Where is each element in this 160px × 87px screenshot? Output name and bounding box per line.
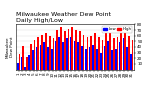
Bar <box>75 30 77 70</box>
Bar <box>105 33 107 70</box>
Bar <box>79 31 81 70</box>
Bar <box>123 38 124 70</box>
Y-axis label: Milwaukee
Dew Point: Milwaukee Dew Point <box>5 36 14 58</box>
Bar <box>87 37 88 70</box>
Bar <box>49 36 51 70</box>
Bar <box>51 49 53 70</box>
Bar <box>37 37 39 70</box>
Bar <box>109 30 111 70</box>
Legend: Low, High: Low, High <box>102 26 132 33</box>
Bar <box>53 38 54 70</box>
Bar <box>89 47 90 70</box>
Bar <box>58 37 60 70</box>
Bar <box>71 27 73 70</box>
Bar <box>43 42 45 70</box>
Bar <box>77 42 79 70</box>
Bar <box>104 46 105 70</box>
Bar <box>90 36 92 70</box>
Bar <box>102 40 103 70</box>
Bar <box>17 63 19 70</box>
Bar <box>120 31 122 70</box>
Bar <box>36 47 37 70</box>
Bar <box>70 37 71 70</box>
Bar <box>19 54 20 70</box>
Bar <box>28 56 30 70</box>
Bar <box>81 46 83 70</box>
Bar <box>62 42 64 70</box>
Bar <box>83 35 84 70</box>
Bar <box>128 36 130 70</box>
Bar <box>119 42 120 70</box>
Bar <box>55 41 56 70</box>
Bar <box>73 41 75 70</box>
Bar <box>113 38 115 70</box>
Bar <box>64 31 66 70</box>
Bar <box>24 67 26 70</box>
Bar <box>41 35 43 70</box>
Bar <box>107 41 109 70</box>
Bar <box>30 44 32 70</box>
Text: Milwaukee Weather Dew Point
Daily High/Low: Milwaukee Weather Dew Point Daily High/L… <box>16 12 111 23</box>
Bar <box>115 49 117 70</box>
Bar <box>34 40 35 70</box>
Bar <box>60 27 62 70</box>
Bar <box>92 45 94 70</box>
Bar <box>22 46 24 70</box>
Bar <box>132 40 133 70</box>
Bar <box>96 49 98 70</box>
Bar <box>124 27 126 70</box>
Bar <box>26 57 28 70</box>
Bar <box>98 37 100 70</box>
Bar <box>40 45 41 70</box>
Bar <box>32 50 34 70</box>
Bar <box>68 29 69 70</box>
Bar <box>94 33 96 70</box>
Bar <box>45 33 47 70</box>
Bar <box>100 53 102 70</box>
Bar <box>117 37 118 70</box>
Bar <box>47 47 49 70</box>
Bar <box>111 50 113 70</box>
Bar <box>21 57 22 70</box>
Bar <box>66 38 68 70</box>
Bar <box>85 49 87 70</box>
Bar <box>56 30 58 70</box>
Bar <box>130 54 132 70</box>
Bar <box>126 47 128 70</box>
